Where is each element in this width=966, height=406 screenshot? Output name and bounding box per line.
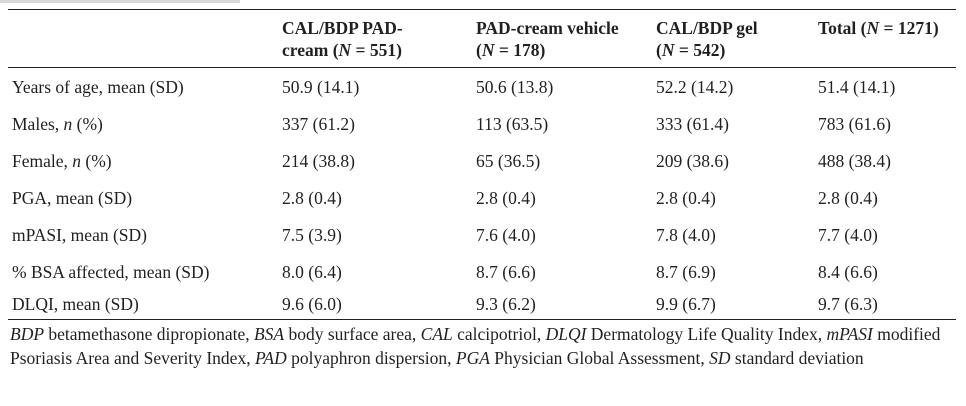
footnote-abbr: CAL bbox=[420, 324, 453, 344]
row-label: Years of age, mean (SD) bbox=[12, 77, 184, 97]
footnote-text: Physician Global Assessment, bbox=[489, 347, 710, 368]
table-cell: 7.6 (4.0) bbox=[476, 225, 536, 245]
table-cell: 9.6 (6.0) bbox=[282, 294, 342, 314]
footnote-abbr: PGA bbox=[455, 347, 490, 368]
footnote-abbr: PAD bbox=[254, 347, 287, 368]
table-row: % BSA affected, mean (SD) 8.0 (6.4) 8.7 … bbox=[8, 253, 956, 290]
table-cell: 7.7 (4.0) bbox=[818, 225, 878, 245]
table-cell: 2.8 (0.4) bbox=[656, 188, 716, 208]
header-cal-bdp-gel: CAL/BDP gel (N = 542) bbox=[656, 18, 758, 60]
table-cell: 2.8 (0.4) bbox=[476, 188, 536, 208]
table-cell: 9.3 (6.2) bbox=[476, 294, 536, 314]
row-label: % BSA affected, mean (SD) bbox=[12, 262, 210, 282]
footnote-text: standard deviation bbox=[730, 347, 864, 368]
table-cell: 333 (61.4) bbox=[656, 114, 729, 134]
row-label: mPASI, mean (SD) bbox=[12, 225, 147, 245]
footnote-abbr: BDP bbox=[10, 324, 45, 344]
table-cell: 8.7 (6.6) bbox=[476, 262, 536, 282]
header-pad-cream-vehicle: PAD-cream vehicle (N = 178) bbox=[476, 18, 619, 60]
row-label: PGA, mean (SD) bbox=[12, 188, 133, 208]
table-cell: 783 (61.6) bbox=[818, 114, 891, 134]
footnote-text: modified Psoriasis Area and Severity Ind… bbox=[10, 324, 941, 368]
footnote-abbr: SD bbox=[709, 347, 731, 368]
table-cell: 9.9 (6.7) bbox=[656, 294, 716, 314]
table-cell: 209 (38.6) bbox=[656, 151, 729, 171]
footnote-abbr: BSA bbox=[253, 324, 285, 344]
table-row: DLQI, mean (SD) 9.6 (6.0) 9.3 (6.2) 9.9 … bbox=[8, 290, 956, 320]
footnote-text: betamethasone dipropionate, bbox=[44, 324, 254, 344]
table-cell: 8.7 (6.9) bbox=[656, 262, 716, 282]
footnote-text: polyaphron dispersion, bbox=[286, 347, 456, 368]
table-cell: 50.6 (13.8) bbox=[476, 77, 554, 97]
table-cell: 7.5 (3.9) bbox=[282, 225, 342, 245]
table-cell: 113 (63.5) bbox=[476, 114, 549, 134]
row-label: Female, n (%) bbox=[12, 151, 112, 171]
footnote-text: body surface area, bbox=[284, 324, 421, 344]
table-cell: 2.8 (0.4) bbox=[282, 188, 342, 208]
table-cell: 2.8 (0.4) bbox=[818, 188, 878, 208]
header-cal-bdp-pad-cream: CAL/BDP PAD- cream (N = 551) bbox=[282, 18, 403, 60]
table-cell: 8.0 (6.4) bbox=[282, 262, 342, 282]
top-divider bbox=[0, 0, 240, 3]
table-cell: 488 (38.4) bbox=[818, 151, 891, 171]
table-cell: 8.4 (6.6) bbox=[818, 262, 878, 282]
table-row: Years of age, mean (SD) 50.9 (14.1) 50.6… bbox=[8, 68, 956, 106]
table-cell: 50.9 (14.1) bbox=[282, 77, 360, 97]
footnote-abbr: mPASI bbox=[826, 324, 873, 344]
header-total: Total (N = 1271) bbox=[818, 18, 939, 38]
table-cell: 65 (36.5) bbox=[476, 151, 541, 171]
row-label: Males, n (%) bbox=[12, 114, 103, 134]
table-header-row: CAL/BDP PAD- cream (N = 551) PAD-cream v… bbox=[8, 9, 956, 68]
table-row: Males, n (%) 337 (61.2) 113 (63.5) 333 (… bbox=[8, 105, 956, 142]
table-cell: 9.7 (6.3) bbox=[818, 294, 878, 314]
table-footnote: BDP betamethasone dipropionate, BSA body… bbox=[10, 323, 954, 370]
table-row: mPASI, mean (SD) 7.5 (3.9) 7.6 (4.0) 7.8… bbox=[8, 216, 956, 253]
baseline-characteristics-table: CAL/BDP PAD- cream (N = 551) PAD-cream v… bbox=[8, 9, 956, 320]
table-cell: 214 (38.8) bbox=[282, 151, 355, 171]
table-cell: 51.4 (14.1) bbox=[818, 77, 896, 97]
row-label: DLQI, mean (SD) bbox=[12, 294, 139, 314]
table-cell: 52.2 (14.2) bbox=[656, 77, 734, 97]
header-empty bbox=[8, 10, 278, 68]
footnote-text: calcipotriol, bbox=[452, 324, 546, 344]
table-row: PGA, mean (SD) 2.8 (0.4) 2.8 (0.4) 2.8 (… bbox=[8, 179, 956, 216]
table-row: Female, n (%) 214 (38.8) 65 (36.5) 209 (… bbox=[8, 142, 956, 179]
footnote-abbr: DLQI bbox=[545, 324, 587, 344]
table-cell: 7.8 (4.0) bbox=[656, 225, 716, 245]
table-cell: 337 (61.2) bbox=[282, 114, 355, 134]
footnote-text: Dermatology Life Quality Index, bbox=[586, 324, 827, 344]
